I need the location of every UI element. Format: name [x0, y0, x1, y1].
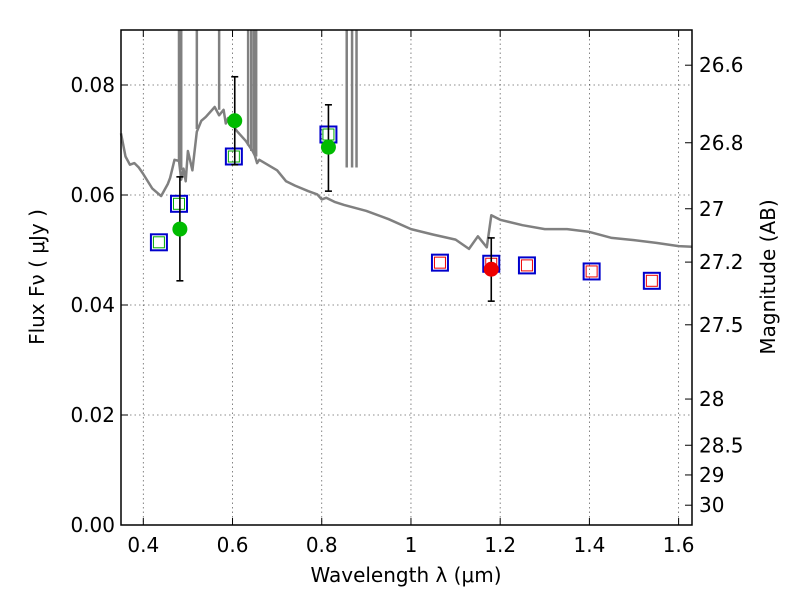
bandpass-square-inner [172, 197, 185, 210]
bandpass-square-outer [149, 233, 168, 252]
x-tick-label: 1 [405, 533, 418, 557]
x-tick-label: 1.2 [484, 533, 516, 557]
bandpass-square-inner [152, 236, 165, 249]
bandpass-square-inner [433, 256, 446, 269]
y2-tick-label: 27 [699, 197, 724, 221]
y2-tick-label: 27.2 [699, 250, 744, 274]
flux-point [483, 261, 499, 277]
x-tick-label: 0.6 [217, 533, 249, 557]
plot-frame [120, 29, 693, 526]
y-tick-label: 0.00 [70, 513, 115, 537]
y2-tick-label: 28.5 [699, 433, 744, 457]
y2-tick-label: 28 [699, 387, 724, 411]
bandpass-square-outer [642, 271, 661, 290]
y2-axis-title: Magnitude (AB) [756, 199, 780, 354]
axes: 0.4 0.6 0.8 1 1.2 1.4 1.6 0.00 0.02 0.04 0.06 0.08 2… [70, 29, 744, 557]
y2-tick-label: 29 [699, 463, 724, 487]
bandpass-square-outer [517, 256, 536, 275]
x-tick-label: 0.8 [306, 533, 338, 557]
flux-point [172, 221, 188, 237]
y-tick-label: 0.06 [70, 183, 115, 207]
bandpass-square-outer [430, 253, 449, 272]
bandpass-square-inner [645, 274, 658, 287]
bandpass-square-inner [227, 150, 240, 163]
y-tick-label: 0.02 [70, 403, 115, 427]
bandpass-square-outer [582, 262, 601, 281]
bandpass-square-inner [520, 259, 533, 272]
series [119, 30, 693, 302]
bandpass-square-inner [585, 265, 598, 278]
y-tick-label: 0.04 [70, 293, 115, 317]
y2-tick-label: 27.5 [699, 313, 744, 337]
y2-tick-label: 30 [699, 493, 724, 517]
bandpass-square-outer [169, 194, 188, 213]
grid [121, 30, 692, 526]
model-sed-line [119, 105, 693, 251]
flux-point [320, 139, 336, 155]
x-tick-label: 1.4 [573, 533, 605, 557]
plot-background [121, 30, 692, 525]
y-tick-label: 0.08 [70, 73, 115, 97]
y2-tick-label: 26.8 [699, 131, 744, 155]
y-axis-title: Flux Fν ( μJy ) [25, 209, 49, 345]
x-tick-label: 1.6 [663, 533, 695, 557]
x-axis-title: Wavelength λ (μm) [310, 563, 501, 587]
flux-point [227, 113, 243, 129]
x-tick-label: 0.4 [127, 533, 159, 557]
y2-tick-label: 26.6 [699, 53, 744, 77]
